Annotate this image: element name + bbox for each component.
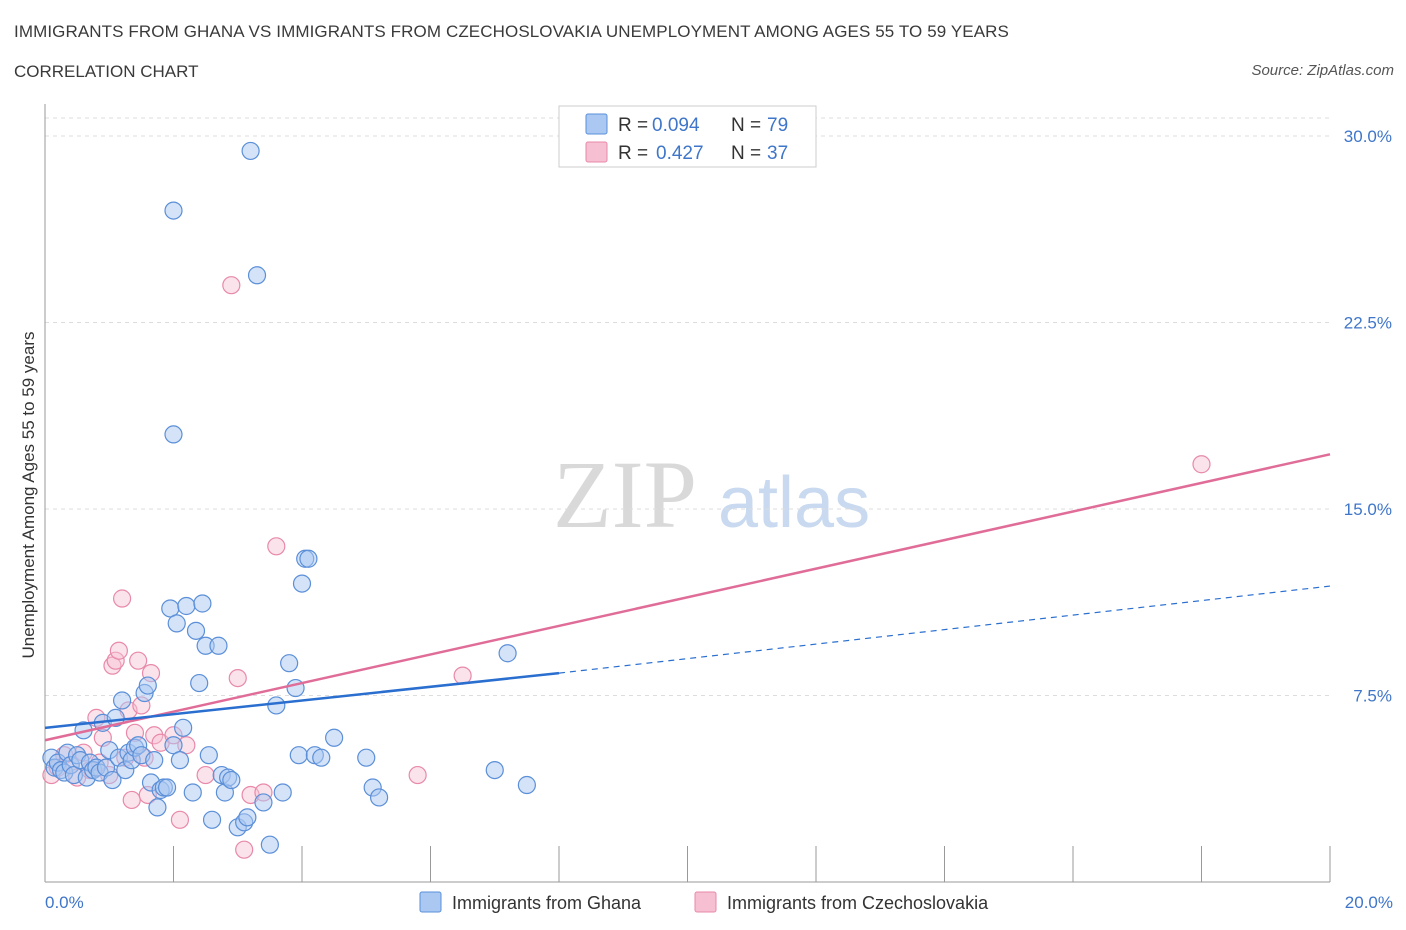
- ghana-point: [357, 748, 376, 767]
- ghana-points: [42, 141, 536, 854]
- ghana-point: [186, 621, 206, 640]
- czechoslovakia-point: [122, 790, 141, 810]
- czechoslovakia-point: [129, 651, 148, 670]
- y-tick-label: 15.0%: [1344, 500, 1392, 519]
- legend-swatch-czechoslovakia: [585, 141, 608, 163]
- ghana-point: [164, 425, 183, 444]
- y-tick-labels: 7.5% 15.0% 22.5% 30.0%: [1344, 127, 1392, 706]
- trend-lines: [44, 453, 1331, 742]
- ghana-point: [299, 549, 318, 568]
- ghana-point: [199, 746, 218, 765]
- y-tick-label: 22.5%: [1344, 314, 1392, 333]
- ghana-trend-line: [44, 671, 560, 730]
- legend-r-label-czechoslovakia: R =: [618, 143, 648, 164]
- ghana-point: [289, 746, 308, 765]
- x-tick-labels: 0.0% 20.0%: [45, 893, 1393, 912]
- ghana-point: [247, 266, 267, 285]
- y-tick-label: 7.5%: [1353, 687, 1392, 706]
- ghana-point: [241, 141, 260, 161]
- czechoslovakia-point: [170, 810, 190, 829]
- ghana-point: [498, 644, 517, 663]
- legend-r-value-czechoslovakia: 0.427: [656, 143, 704, 164]
- ghana-point: [370, 788, 389, 807]
- bottom-legend-label-czechoslovakia[interactable]: Immigrants from Czechoslovakia: [727, 893, 989, 913]
- legend-n-label-ghana: N =: [731, 115, 761, 136]
- ghana-point: [193, 594, 212, 613]
- ghana-point: [260, 835, 279, 854]
- bottom-legend: Immigrants from Ghana Immigrants from Cz…: [419, 891, 989, 913]
- czechoslovakia-point: [267, 537, 286, 556]
- legend-n-value-czechoslovakia: 37: [767, 143, 788, 164]
- ghana-point: [183, 783, 202, 802]
- czechoslovakia-point: [109, 641, 128, 660]
- ghana-point: [190, 673, 209, 693]
- top-legend: R = 0.094 N = 79 R = 0.427 N = 37: [558, 105, 817, 168]
- ghana-point: [145, 751, 164, 770]
- ghana-point: [292, 574, 312, 593]
- legend-swatch-ghana: [585, 113, 608, 135]
- czechoslovakia-point: [106, 651, 125, 670]
- watermark-zip: ZIP: [553, 441, 697, 548]
- gridlines: [45, 117, 1330, 696]
- ghana-point: [148, 798, 167, 817]
- ghana-point: [312, 748, 331, 767]
- ghana-point: [485, 760, 504, 780]
- ghana-point: [106, 708, 125, 727]
- ghana-point: [267, 696, 286, 715]
- bottom-legend-swatch-ghana[interactable]: [419, 891, 442, 913]
- ghana-point: [138, 676, 157, 695]
- ghana-point: [167, 614, 186, 633]
- czechoslovakia-point: [1192, 455, 1211, 474]
- ghana-point: [325, 728, 344, 747]
- chart-title: IMMIGRANTS FROM GHANA VS IMMIGRANTS FROM…: [14, 22, 1009, 41]
- ghana-point: [112, 691, 132, 710]
- czechoslovakia-point: [145, 726, 164, 745]
- x-tick-label-min: 0.0%: [45, 893, 84, 912]
- czechoslovakia-point: [235, 840, 254, 859]
- ghana-trend-extension: [558, 585, 1331, 674]
- ghana-point: [157, 778, 177, 797]
- ghana-point: [280, 654, 299, 673]
- ghana-point: [273, 783, 292, 802]
- y-tick-label: 30.0%: [1344, 127, 1392, 146]
- czechoslovakia-trend-line: [44, 453, 1331, 742]
- bottom-legend-swatch-czechoslovakia[interactable]: [694, 891, 717, 913]
- czechoslovakia-point: [196, 765, 215, 785]
- ghana-point: [103, 770, 122, 790]
- axes: [44, 104, 1331, 883]
- legend-n-label-czechoslovakia: N =: [731, 143, 761, 164]
- legend-r-label-ghana: R =: [618, 115, 648, 136]
- y-axis-title: Unemployment Among Ages 55 to 59 years: [19, 332, 38, 659]
- czechoslovakia-point: [408, 765, 427, 785]
- x-tick-label-max: 20.0%: [1345, 893, 1393, 912]
- chart-subtitle: CORRELATION CHART: [14, 62, 199, 81]
- czechoslovakia-point: [112, 589, 132, 608]
- ghana-point: [222, 770, 241, 790]
- czechoslovakia-point: [228, 668, 247, 688]
- chart-source: Source: ZipAtlas.com: [1251, 62, 1394, 79]
- ghana-point: [238, 808, 257, 827]
- ghana-point: [174, 718, 193, 737]
- ghana-point: [164, 201, 183, 220]
- legend-n-value-ghana: 79: [767, 115, 788, 136]
- ghana-point: [517, 775, 536, 795]
- ghana-point: [202, 810, 222, 829]
- watermark-atlas: atlas: [718, 463, 870, 543]
- legend-r-value-ghana: 0.094: [652, 115, 700, 136]
- czechoslovakia-point: [222, 276, 241, 295]
- ghana-point: [177, 596, 196, 616]
- ghana-point: [170, 751, 190, 770]
- bottom-legend-label-ghana[interactable]: Immigrants from Ghana: [452, 893, 642, 913]
- ghana-point: [254, 793, 273, 812]
- ghana-point: [209, 636, 228, 655]
